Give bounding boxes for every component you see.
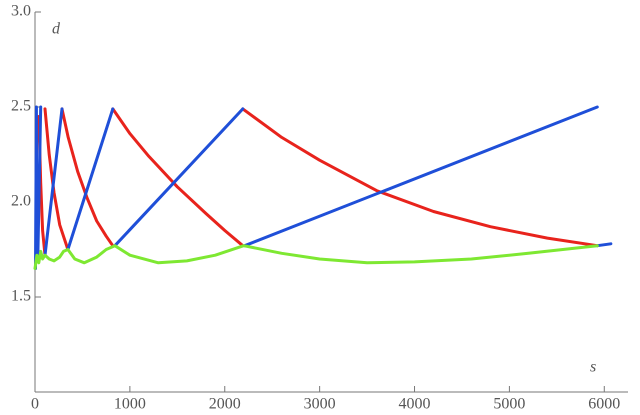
- x-tick-label: 1000: [114, 396, 146, 413]
- x-tick-label: 0: [31, 396, 39, 413]
- y-axis-label: d: [52, 21, 61, 38]
- x-tick-label: 4000: [399, 396, 431, 413]
- data-line: [34, 105, 613, 270]
- y-tick-label: 3.0: [11, 3, 31, 20]
- x-axis-label: s: [590, 359, 596, 376]
- x-tick-label: 2000: [209, 396, 241, 413]
- data-line: [33, 244, 599, 270]
- x-tick-label: 5000: [493, 396, 525, 413]
- x-tick-label: 3000: [304, 396, 336, 413]
- y-tick-label: 1.5: [11, 288, 31, 305]
- y-tick-label: 2.5: [11, 98, 31, 115]
- data-line: [37, 107, 599, 257]
- x-tick-label: 6000: [588, 396, 620, 413]
- y-tick-label: 2.0: [11, 193, 31, 210]
